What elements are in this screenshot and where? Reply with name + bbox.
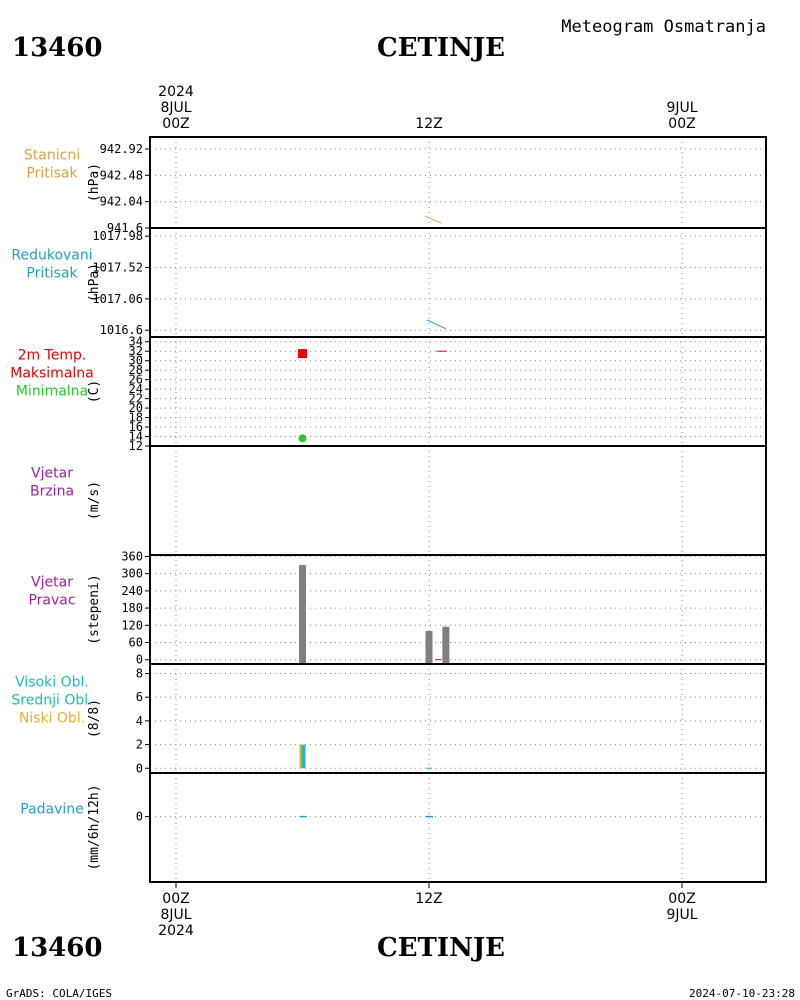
x-tick-label-top: 9JUL (666, 100, 697, 116)
y-axis-label: (mm/6h/12h) (87, 784, 102, 870)
x-tick-label-top: 2024 (158, 84, 194, 100)
station-id-bottom: 13460 (12, 933, 102, 963)
wind-direction-bar (425, 631, 433, 664)
y-tick-label: 942.92 (100, 142, 143, 156)
tmax-marker (298, 349, 307, 359)
y-axis-label: (8/8) (87, 699, 102, 738)
y-tick-label: 16 (129, 420, 143, 434)
timestamp-text: 2024-07-10-23:28 (689, 987, 795, 1000)
wind-direction-bar (442, 626, 450, 664)
y-tick-label: 180 (121, 601, 143, 615)
y-tick-label: 300 (121, 567, 143, 581)
y-tick-label: 1017.52 (92, 261, 143, 275)
y-tick-label: 2 (136, 738, 143, 752)
credit-text: GrADS: COLA/IGES (6, 987, 112, 1000)
y-tick-label: 24 (129, 382, 143, 396)
panel-label: Pritisak (26, 166, 78, 182)
y-tick-label: 941.6 (107, 221, 143, 235)
panel-label: Vjetar (31, 466, 73, 482)
panel-label: Niski Obl. (19, 711, 85, 727)
x-tick-label-top: 8JUL (160, 100, 191, 116)
panel-label: Brzina (30, 484, 74, 500)
panel-label: Pritisak (26, 266, 78, 282)
wind-direction-bar (299, 565, 306, 664)
y-tick-label: 360 (121, 549, 143, 563)
x-tick-label-bottom: 12Z (415, 891, 442, 907)
cloud-bar (301, 744, 304, 769)
station-id-top: 13460 (12, 33, 102, 63)
panel-label: Maksimalna (10, 366, 94, 382)
y-axis-label: (hPa) (87, 163, 102, 202)
panel-label: 2m Temp. (18, 348, 87, 364)
y-tick-label: 8 (136, 666, 143, 680)
y-tick-label: 1016.6 (100, 323, 143, 337)
y-tick-label: 14 (129, 430, 143, 444)
y-tick-label: 32 (129, 344, 143, 358)
y-tick-label: 942.48 (100, 168, 143, 182)
y-tick-label: 6 (136, 690, 143, 704)
y-tick-label: 60 (129, 635, 143, 649)
panel-label: Stanicni (24, 148, 80, 164)
y-tick-label: 22 (129, 392, 143, 406)
panel-label: Visoki Obl. (15, 675, 89, 691)
y-tick-label: 0 (136, 653, 143, 667)
cloud-bar (303, 744, 306, 769)
y-axis-label: (C) (87, 380, 102, 403)
x-tick-label-bottom: 9JUL (666, 907, 697, 923)
pressure-trace (426, 319, 447, 330)
x-tick-label-top: 12Z (415, 116, 442, 132)
cloud-bar (299, 744, 302, 769)
y-tick-label: 12 (129, 439, 143, 453)
y-tick-label: 1017.98 (92, 229, 143, 243)
panel-label: Padavine (20, 802, 84, 818)
x-tick-label-top: 00Z (668, 116, 695, 132)
y-tick-label: 942.04 (100, 195, 143, 209)
plot-area: 941.6 942.04 942.48 942.92 (hPa) Stanicni Prit… (10, 84, 767, 939)
station-name-top: CETINJE (377, 33, 505, 63)
y-tick-label: 1017.06 (92, 292, 143, 306)
y-tick-label: 0 (136, 810, 143, 824)
x-tick-label-bottom: 8JUL (160, 907, 191, 923)
y-tick-label: 20 (129, 401, 143, 415)
panel-label: Redukovani (11, 248, 92, 264)
panel-label: Vjetar (31, 575, 73, 591)
y-axis-label: (hPa) (87, 263, 102, 302)
y-tick-label: 4 (136, 714, 143, 728)
y-tick-label: 18 (129, 411, 143, 425)
y-axis-label: (stepeni) (87, 574, 102, 644)
x-tick-label-bottom: 00Z (162, 891, 189, 907)
station-name-bottom: CETINJE (377, 933, 505, 963)
panel-label: Pravac (28, 593, 75, 609)
x-tick-label-bottom: 2024 (158, 923, 194, 939)
panel-label: Minimalna (16, 384, 88, 400)
y-tick-label: 34 (129, 335, 143, 349)
y-tick-label: 28 (129, 363, 143, 377)
y-tick-label: 120 (121, 618, 143, 632)
y-tick-label: 240 (121, 584, 143, 598)
y-tick-label: 30 (129, 354, 143, 368)
y-tick-label: 26 (129, 373, 143, 387)
y-tick-label: 0 (136, 761, 143, 775)
panel-label: Srednji Obl. (11, 693, 92, 709)
plot-frame (149, 136, 767, 883)
x-tick-label-top: 00Z (162, 116, 189, 132)
pressure-trace (424, 215, 442, 224)
x-tick-label-bottom: 00Z (668, 891, 695, 907)
tmin-marker (298, 434, 307, 443)
y-axis-label: (m/s) (87, 481, 102, 520)
product-title: Meteogram Osmatranja (561, 17, 766, 37)
